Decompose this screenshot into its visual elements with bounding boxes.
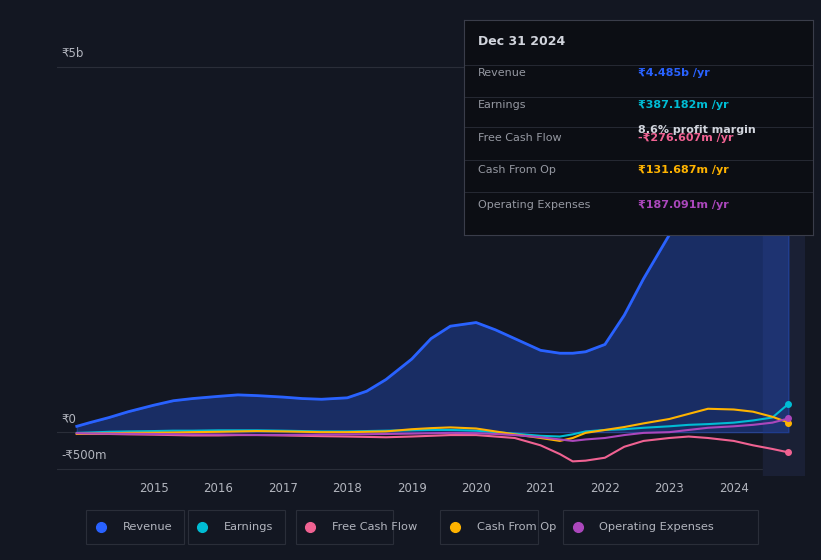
Bar xyxy=(763,45,805,476)
Text: ₹5b: ₹5b xyxy=(62,47,84,60)
Text: ₹187.091m /yr: ₹187.091m /yr xyxy=(639,199,729,209)
Text: ₹0: ₹0 xyxy=(62,413,76,426)
Text: Earnings: Earnings xyxy=(478,100,526,110)
Text: Dec 31 2024: Dec 31 2024 xyxy=(478,35,565,48)
Text: ₹131.687m /yr: ₹131.687m /yr xyxy=(639,165,729,175)
Text: Operating Expenses: Operating Expenses xyxy=(599,522,714,532)
Text: Revenue: Revenue xyxy=(122,522,172,532)
Text: Cash From Op: Cash From Op xyxy=(476,522,556,532)
Text: -₹276.607m /yr: -₹276.607m /yr xyxy=(639,133,734,143)
Text: Operating Expenses: Operating Expenses xyxy=(478,199,590,209)
FancyBboxPatch shape xyxy=(563,510,759,544)
Text: Cash From Op: Cash From Op xyxy=(478,165,556,175)
Text: Free Cash Flow: Free Cash Flow xyxy=(478,133,562,143)
Text: 8.6% profit margin: 8.6% profit margin xyxy=(639,125,756,136)
Text: Earnings: Earnings xyxy=(223,522,273,532)
Text: -₹500m: -₹500m xyxy=(62,449,107,462)
Text: Free Cash Flow: Free Cash Flow xyxy=(332,522,417,532)
Text: ₹387.182m /yr: ₹387.182m /yr xyxy=(639,100,729,110)
FancyBboxPatch shape xyxy=(187,510,285,544)
Text: ₹4.485b /yr: ₹4.485b /yr xyxy=(639,68,710,78)
Text: Revenue: Revenue xyxy=(478,68,526,78)
FancyBboxPatch shape xyxy=(296,510,393,544)
FancyBboxPatch shape xyxy=(86,510,184,544)
FancyBboxPatch shape xyxy=(440,510,538,544)
